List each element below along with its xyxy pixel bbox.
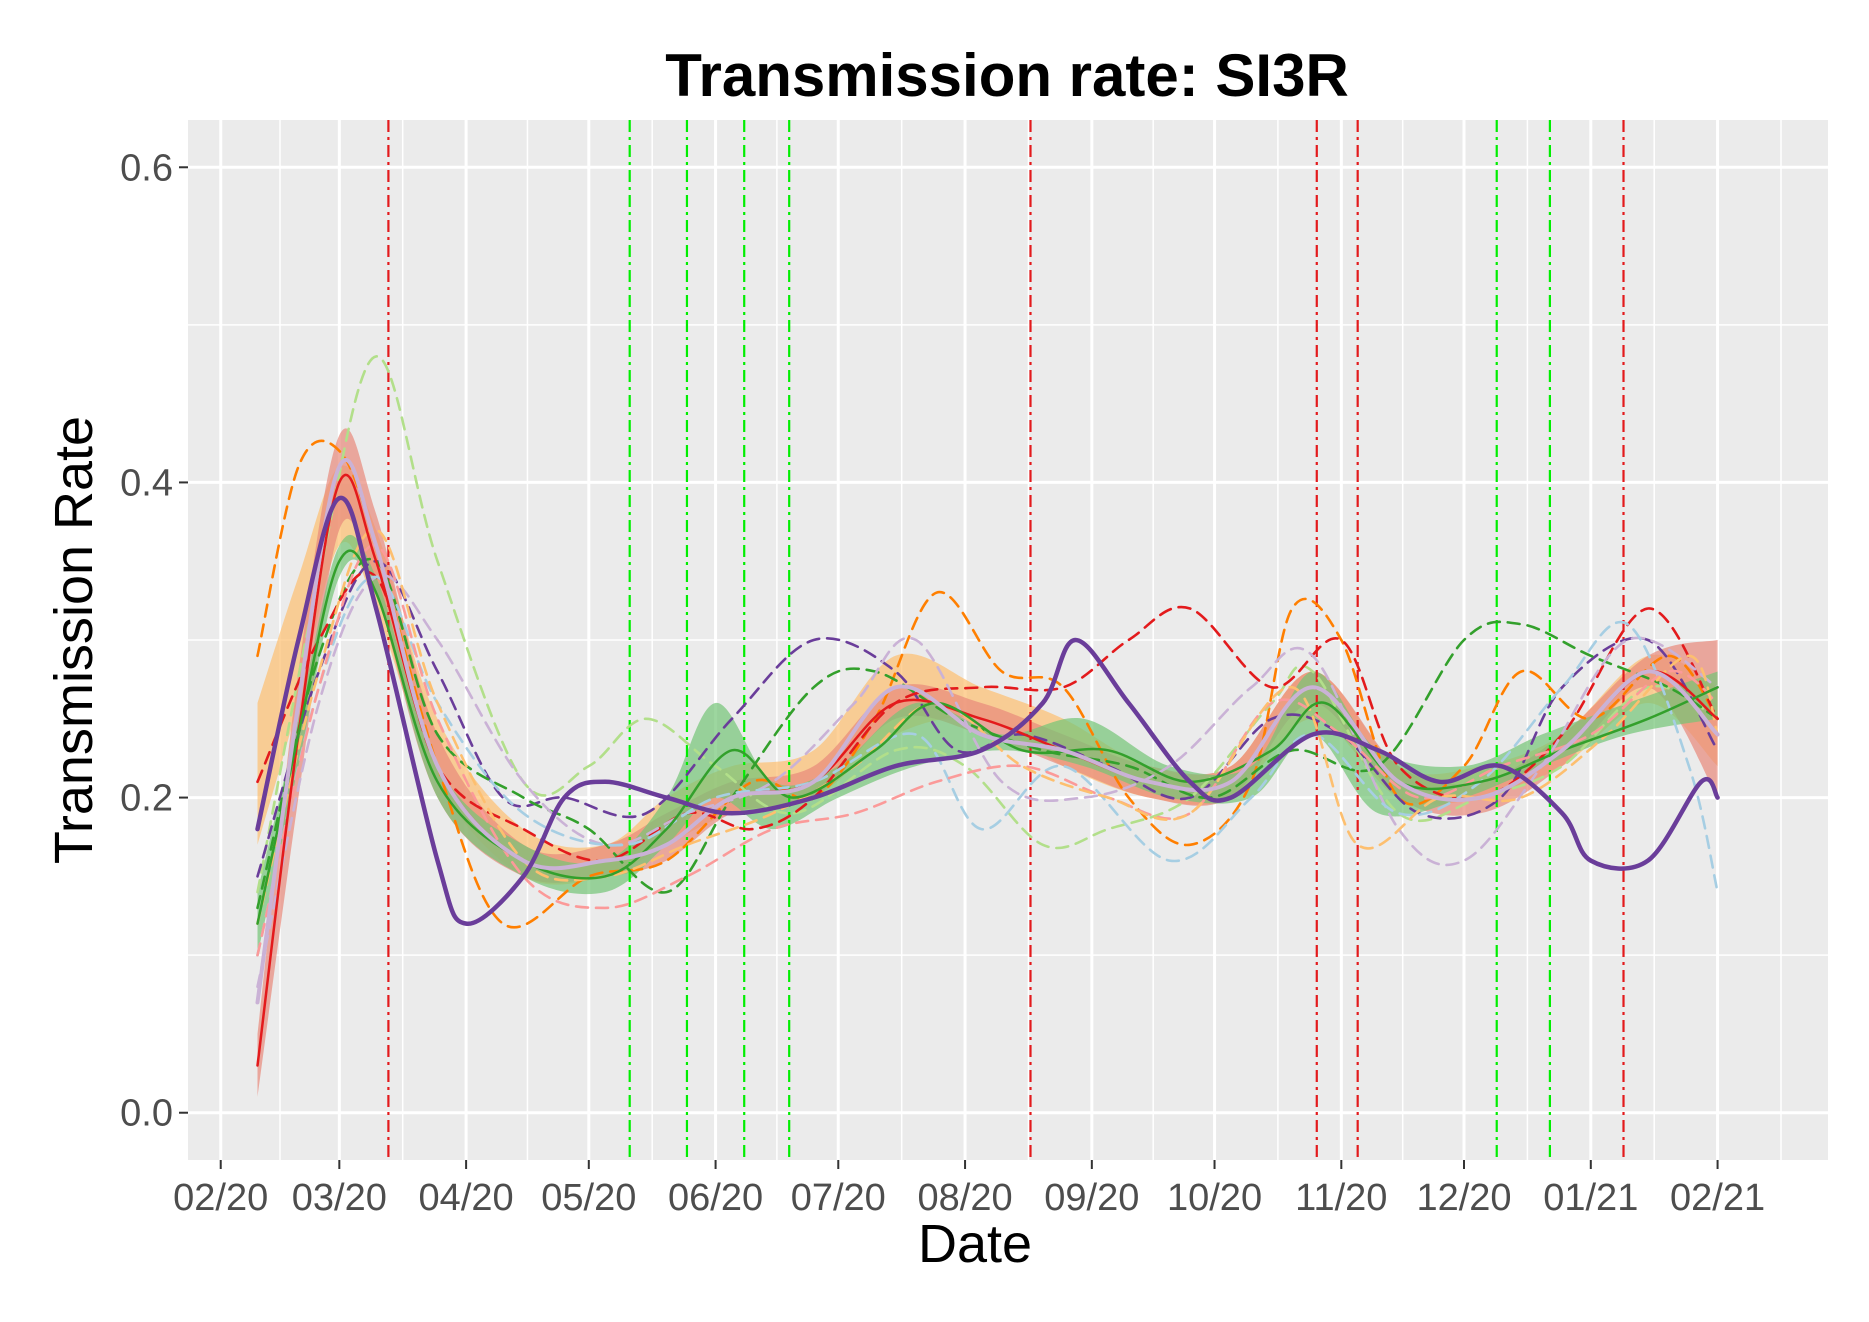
series-line	[255, 495, 1720, 926]
x-tick-label: 09/20	[1044, 1177, 1139, 1219]
series-lines	[255, 355, 1720, 1067]
x-tick-label: 10/20	[1167, 1177, 1262, 1219]
x-tick-label: 08/20	[918, 1177, 1013, 1219]
x-tick-label: 12/20	[1416, 1177, 1511, 1219]
y-axis-title: Transmission Rate	[44, 416, 104, 864]
x-tick-label: 02/21	[1670, 1177, 1765, 1219]
chart-title: Transmission rate: SI3R	[665, 42, 1349, 109]
x-tick-label: 02/20	[173, 1177, 268, 1219]
series-line-dashed	[256, 557, 1719, 910]
x-tick-label: 06/20	[668, 1177, 763, 1219]
x-axis-ticks: 02/20 03/20 04/20 05/20 06/20 07/20 08/20 09/20…	[173, 1160, 1765, 1219]
x-tick-label: 03/20	[292, 1177, 387, 1219]
x-tick-label: 04/20	[419, 1177, 514, 1219]
series-line	[255, 457, 1720, 1005]
minor-gridlines	[188, 120, 1828, 1160]
series-line-dashed	[256, 544, 1719, 957]
x-tick-label: 07/20	[791, 1177, 886, 1219]
y-tick-label: 0.0	[120, 1093, 173, 1135]
series-line-dashed	[256, 575, 1719, 957]
y-axis-ticks: 0.0 0.2 0.4 0.6	[120, 147, 188, 1135]
event-vlines	[387, 120, 1625, 1160]
x-axis-title: Date	[918, 1214, 1032, 1274]
series-line-dashed	[256, 559, 1719, 878]
series-line-dashed	[256, 355, 1719, 894]
y-tick-label: 0.6	[120, 147, 173, 189]
y-tick-label: 0.2	[120, 778, 173, 820]
series-line-dashed	[256, 574, 1719, 988]
x-tick-label: 11/20	[1295, 1177, 1387, 1219]
x-tick-label: 05/20	[541, 1177, 636, 1219]
y-tick-label: 0.4	[120, 462, 173, 504]
x-tick-label: 01/21	[1543, 1177, 1638, 1219]
